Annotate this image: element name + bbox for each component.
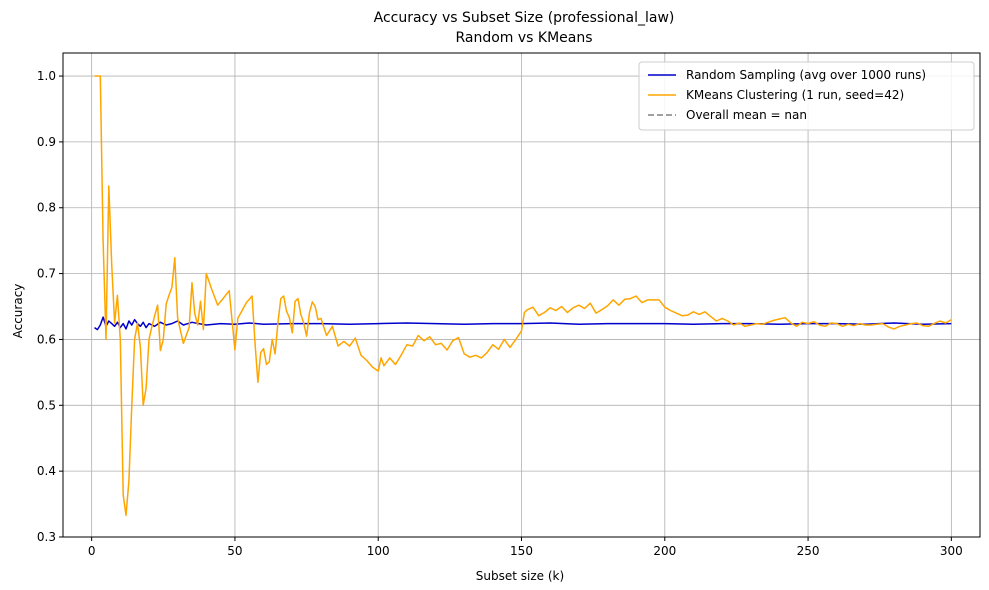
legend-box	[638, 61, 975, 131]
x-tick-label: 0	[88, 544, 96, 558]
y-tick-label: 0.3	[37, 530, 56, 544]
y-tick-label: 1.0	[37, 69, 56, 83]
y-tick-label: 0.4	[37, 464, 56, 478]
x-tick-label: 250	[797, 544, 820, 558]
y-tick-label: 0.7	[37, 267, 56, 281]
chart-title: Accuracy vs Subset Size (professional_la…	[374, 10, 675, 26]
series-line-1	[94, 75, 952, 517]
legend-label-0: Random Sampling (avg over 1000 runs)	[686, 68, 926, 82]
x-tick-label: 50	[227, 544, 242, 558]
legend-label-1: KMeans Clustering (1 run, seed=42)	[686, 88, 904, 102]
y-tick-label: 0.9	[37, 135, 56, 149]
x-tick-label: 100	[367, 544, 390, 558]
chart-subtitle: Random vs KMeans	[455, 30, 592, 46]
series-layer	[94, 75, 952, 517]
legend-label-2: Overall mean = nan	[686, 108, 807, 122]
x-tick-label: 200	[653, 544, 676, 558]
series-line-0	[94, 316, 952, 331]
y-axis: 0.3 0.4 0.5 0.6 0.7 0.8 0.9 1.0	[37, 69, 63, 544]
x-tick-label: 150	[510, 544, 533, 558]
legend: Random Sampling (avg over 1000 runs) KMea…	[638, 61, 975, 131]
y-axis-label: Accuracy	[11, 284, 25, 339]
x-axis-label: Subset size (k)	[476, 569, 564, 583]
x-tick-label: 300	[940, 544, 963, 558]
y-tick-label: 0.8	[37, 201, 56, 215]
x-axis: 0 50 100 150 200 250 300	[88, 537, 963, 558]
y-tick-label: 0.5	[37, 398, 56, 412]
y-tick-label: 0.6	[37, 332, 56, 346]
